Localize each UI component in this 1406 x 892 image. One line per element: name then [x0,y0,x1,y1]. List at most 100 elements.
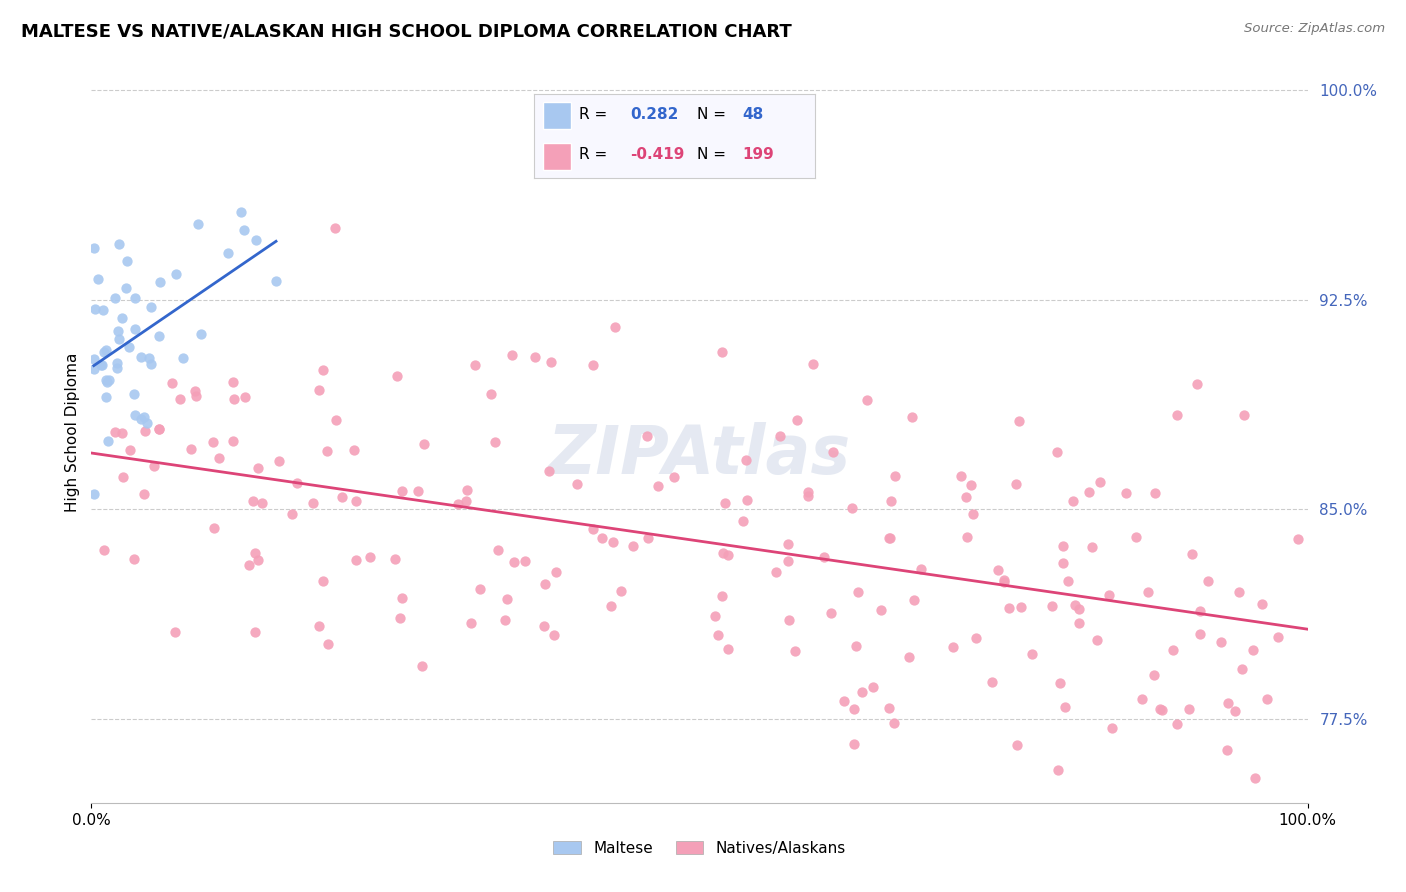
Point [734,452,756,467]
Point [565,476,588,491]
Point [1067,601,1090,615]
Point [172,351,194,366]
Point [264,274,287,288]
Point [1040,599,1063,613]
Point [797,485,820,500]
Point [1232,663,1254,677]
Point [165,267,187,281]
Point [621,539,644,553]
Point [714,496,737,510]
Point [160,376,183,390]
Point [707,628,730,642]
Point [1062,493,1084,508]
Point [845,639,868,653]
Point [1150,703,1173,717]
Point [124,322,146,336]
Point [208,451,231,466]
Point [104,425,127,440]
Point [84,302,107,317]
Point [704,609,727,624]
Point [942,640,965,655]
Point [716,642,738,657]
Point [842,737,865,751]
Point [711,546,734,560]
Point [1046,763,1069,777]
Text: Source: ZipAtlas.com: Source: ZipAtlas.com [1244,22,1385,36]
Point [582,359,605,373]
Point [129,350,152,364]
Point [1198,574,1220,588]
Point [93,344,115,359]
Point [312,574,335,588]
Text: ZIPAtlas: ZIPAtlas [548,422,851,488]
Point [533,618,555,632]
Point [316,444,339,458]
Point [501,347,523,361]
Point [312,363,335,377]
Text: 199: 199 [742,147,775,162]
Point [1098,589,1121,603]
Point [111,425,134,440]
Point [114,281,136,295]
Point [411,658,433,673]
Point [870,603,893,617]
Point [540,355,562,369]
Point [96,375,118,389]
Point [1223,704,1246,718]
Point [786,413,808,427]
Point [910,562,932,576]
Point [901,410,924,425]
Point [778,554,800,568]
Text: 0.282: 0.282 [630,107,678,122]
Point [111,470,134,484]
Point [1115,486,1137,500]
Point [413,437,436,451]
Point [111,311,134,326]
Point [1137,585,1160,599]
Point [91,303,114,318]
Point [250,496,273,510]
Point [83,241,105,255]
Point [993,574,1015,588]
Point [1080,540,1102,554]
Point [636,429,658,443]
Point [486,542,509,557]
Point [138,351,160,365]
Point [1008,414,1031,428]
Bar [543,103,571,129]
Point [711,344,734,359]
Point [108,236,131,251]
Point [118,443,141,458]
Point [879,531,901,545]
Point [1021,647,1043,661]
Point [813,550,835,565]
Point [605,320,627,334]
Point [862,680,884,694]
Point [97,434,120,449]
Point [879,531,901,545]
Point [105,356,128,370]
Point [903,593,925,607]
Text: R =: R = [579,107,613,122]
Point [90,358,112,372]
Point [103,291,125,305]
Point [735,492,758,507]
Point [1233,408,1256,422]
Point [1101,721,1123,735]
Point [222,375,245,389]
Point [980,675,1002,690]
Point [664,470,686,484]
Point [105,361,128,376]
Point [1046,445,1069,459]
Point [202,434,225,449]
Point [711,589,734,603]
Point [1143,667,1166,681]
Point [602,535,624,549]
Point [600,599,623,613]
Bar [543,143,571,169]
Point [1052,539,1074,553]
Point [523,350,546,364]
Point [1057,574,1080,589]
Point [384,551,406,566]
Point [247,553,270,567]
